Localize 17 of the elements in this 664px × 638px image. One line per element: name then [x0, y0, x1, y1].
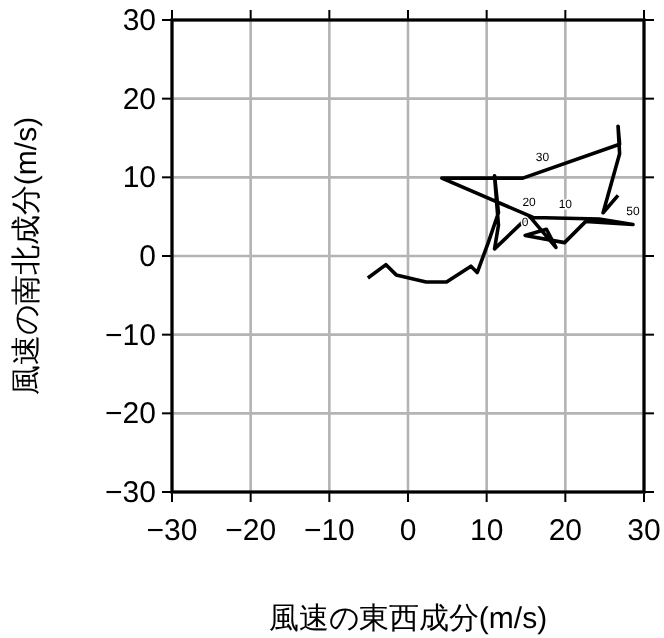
y-tick-label: 10: [122, 161, 156, 196]
y-tick-label: −20: [105, 397, 156, 432]
x-tick-label: 30: [627, 514, 661, 548]
x-tick-label: 20: [548, 514, 583, 548]
x-tick-label: −10: [303, 514, 355, 548]
y-tick-label: 20: [122, 82, 156, 117]
x-axis-title: 風速の東西成分(m/s): [268, 602, 548, 636]
y-tick-label: 30: [122, 4, 156, 38]
line-series: [366, 124, 635, 284]
x-tick-label: 10: [469, 514, 504, 548]
y-tick-label: 0: [139, 240, 156, 274]
x-tick-label: 0: [399, 514, 417, 548]
y-axis-title: 風速の南北成分(m/s): [10, 116, 44, 396]
x-tick-label: −30: [146, 514, 198, 548]
x-tick-label: −20: [225, 514, 277, 548]
y-tick-label: −30: [105, 476, 156, 510]
y-tick-label: −10: [105, 318, 156, 353]
